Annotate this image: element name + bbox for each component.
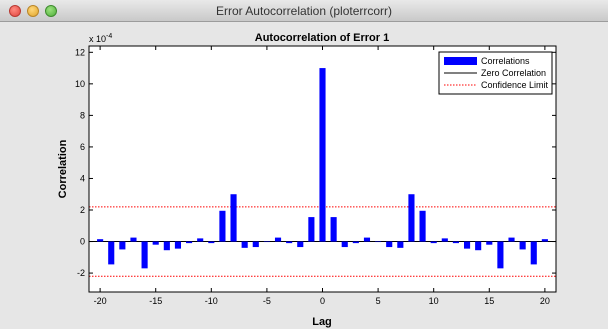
x-tick-label: -20 [94,296,107,306]
x-tick-label: 20 [540,296,550,306]
correlation-bar [463,241,471,249]
correlation-bar [330,217,337,242]
correlation-bar [363,237,371,242]
zoom-window-button[interactable] [45,5,57,17]
correlation-bar [297,241,304,248]
chart-title: Autocorrelation of Error 1 [255,32,389,44]
x-tick-label: 0 [320,296,325,306]
y-tick-label: 4 [80,173,85,183]
correlation-bar [208,241,215,244]
x-tick-label: -10 [205,296,218,306]
correlation-bar [430,241,437,244]
x-tick-label: 10 [429,296,439,306]
correlation-bar [530,241,537,265]
correlation-bar [286,241,293,244]
correlation-bar [174,241,182,249]
y-tick-label: 12 [75,47,85,57]
correlation-bar [408,194,415,242]
correlation-bar [475,241,482,251]
correlation-bar [319,68,326,242]
close-window-button[interactable] [9,5,21,17]
y-tick-label: 6 [80,142,85,152]
legend-label-confidence: Confidence Limit [481,80,549,90]
y-tick-label: -2 [77,268,85,278]
y-tick-label: 0 [80,237,85,247]
correlation-bar [386,241,393,248]
legend-label-zero: Zero Correlation [481,68,546,78]
y-scale-exponent: -4 [106,33,112,40]
correlation-bar [197,238,204,242]
x-tick-label: -15 [149,296,162,306]
x-tick-label: 5 [376,296,381,306]
window-title: Error Autocorrelation (ploterrcorr) [215,4,393,18]
y-scale-base: x 10 [89,34,106,44]
y-tick-label: 2 [80,205,85,215]
correlation-bar [263,241,270,243]
correlation-bar [141,241,148,269]
correlation-bar [352,241,359,244]
correlation-bar [308,217,315,242]
correlation-bar [497,241,504,269]
correlation-bar [486,241,493,245]
correlation-bar [241,241,248,248]
minimize-window-button[interactable] [27,5,39,17]
correlation-bar [119,241,126,250]
correlation-bar [274,237,282,242]
correlation-bar [97,239,104,242]
correlation-bar [419,210,426,242]
x-tick-label: -5 [263,296,271,306]
correlation-bar [108,241,115,265]
x-tick-label: 15 [484,296,494,306]
correlation-bar [152,241,159,245]
correlation-bar [441,238,448,242]
correlation-bar [375,241,382,243]
correlation-bar [397,241,404,248]
correlation-bar [508,237,515,242]
legend: Correlations Zero Correlation Confidence… [438,51,553,95]
correlation-bar [252,241,259,248]
correlation-bar [163,241,170,251]
x-axis-label: Lag [312,316,332,328]
legend-label-correlations: Correlations [481,56,530,66]
correlation-bar [186,241,193,244]
y-axis-label: Correlation [57,139,69,198]
correlation-bar [219,210,226,242]
y-tick-label: 8 [80,110,85,120]
title-bar[interactable]: Error Autocorrelation (ploterrcorr) [0,0,608,22]
correlation-bar [541,239,548,242]
plot-frame [88,45,557,293]
correlation-bar [452,241,459,244]
correlation-bar [230,194,237,242]
legend-swatch-correlations [444,57,477,65]
y-tick-label: 10 [75,79,85,89]
correlation-bar [130,237,137,242]
correlation-bar [341,241,348,248]
y-scale-factor: x 10-4 [89,33,112,44]
correlation-bar [519,241,526,250]
